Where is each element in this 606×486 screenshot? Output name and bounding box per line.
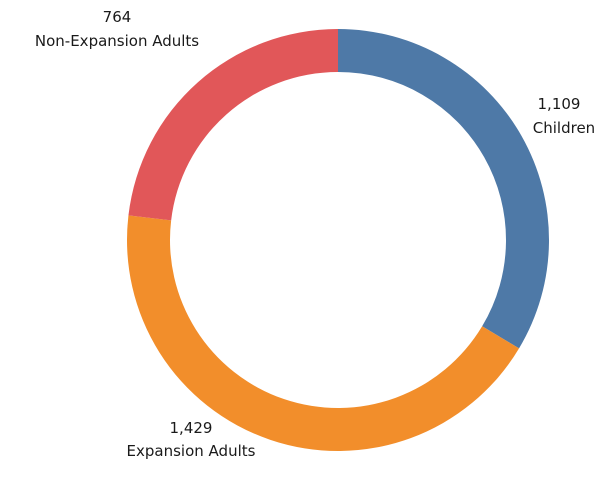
slice-non-expansion-adults (128, 29, 338, 221)
label-children-value: 1,109 (538, 95, 581, 113)
label-non-expansion-adults-value: 764 (103, 8, 132, 26)
label-non-expansion-adults-name: Non-Expansion Adults (35, 32, 199, 50)
label-expansion-adults-value: 1,429 (170, 419, 213, 437)
slice-children (338, 29, 549, 349)
label-expansion-adults-name: Expansion Adults (127, 442, 256, 460)
slice-expansion-adults (127, 215, 520, 452)
label-children-name: Children (533, 119, 595, 137)
donut-slices (127, 29, 549, 452)
